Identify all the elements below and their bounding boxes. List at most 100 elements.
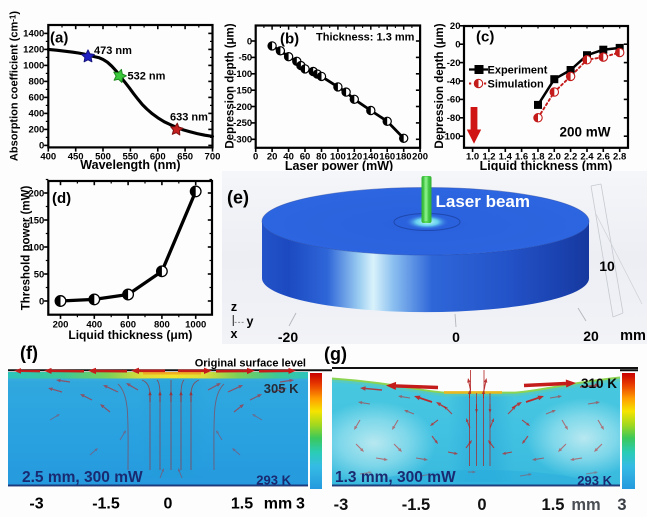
svg-text:-60: -60 <box>447 95 461 106</box>
svg-text:x: x <box>231 327 238 341</box>
svg-text:3: 3 <box>296 496 305 513</box>
svg-text:100: 100 <box>330 152 346 163</box>
svg-text:1400: 1400 <box>23 29 44 40</box>
svg-text:0: 0 <box>477 496 486 514</box>
svg-text:50: 50 <box>34 269 45 280</box>
svg-text:700: 700 <box>205 152 221 163</box>
svg-text:1.6: 1.6 <box>515 152 528 163</box>
svg-text:200: 200 <box>53 320 69 331</box>
svg-text:-1.5: -1.5 <box>402 496 430 514</box>
svg-text:20: 20 <box>267 152 278 163</box>
svg-text:y: y <box>247 315 254 329</box>
svg-text:Depression depth (μm): Depression depth (μm) <box>434 23 446 148</box>
svg-text:293 K: 293 K <box>577 473 612 488</box>
svg-text:-40: -40 <box>447 76 461 87</box>
svg-text:20: 20 <box>450 21 461 32</box>
svg-text:2.0: 2.0 <box>548 152 561 163</box>
svg-text:0: 0 <box>164 496 173 513</box>
svg-text:120: 120 <box>346 152 362 163</box>
svg-text:1.3 mm, 300 mW: 1.3 mm, 300 mW <box>335 469 456 486</box>
svg-text:0: 0 <box>452 329 460 345</box>
svg-text:633 nm: 633 nm <box>170 112 208 124</box>
svg-text:2.5 mm, 300 mW: 2.5 mm, 300 mW <box>22 469 143 486</box>
svg-text:Threshold power (mW): Threshold power (mW) <box>21 186 33 311</box>
svg-text:(b): (b) <box>280 31 299 48</box>
svg-text:1.5: 1.5 <box>231 496 253 513</box>
svg-text:Simulation: Simulation <box>488 79 545 91</box>
svg-text:0: 0 <box>39 141 44 152</box>
svg-text:400: 400 <box>28 109 44 120</box>
svg-text:0: 0 <box>253 152 258 163</box>
svg-text:100: 100 <box>28 242 44 253</box>
svg-text:3: 3 <box>617 496 626 514</box>
svg-text:200: 200 <box>28 125 44 136</box>
svg-text:305 K: 305 K <box>264 381 299 396</box>
svg-text:mm: mm <box>571 496 600 514</box>
svg-text:-50: -50 <box>238 53 252 64</box>
svg-text:(f): (f) <box>20 343 38 363</box>
svg-text:0: 0 <box>455 40 460 51</box>
svg-text:650: 650 <box>177 152 193 163</box>
svg-text:80: 80 <box>316 152 327 163</box>
svg-text:1000: 1000 <box>23 61 44 72</box>
svg-text:mm: mm <box>264 496 292 513</box>
svg-text:600: 600 <box>28 93 44 104</box>
svg-text:20: 20 <box>583 328 599 344</box>
svg-text:1.4: 1.4 <box>499 152 513 163</box>
svg-text:0: 0 <box>39 296 44 307</box>
svg-text:310 K: 310 K <box>581 376 617 391</box>
svg-text:1000: 1000 <box>185 320 206 331</box>
svg-text:40: 40 <box>283 152 294 163</box>
svg-text:-3: -3 <box>334 496 349 514</box>
svg-text:Laser beam: Laser beam <box>436 192 531 211</box>
svg-text:140: 140 <box>363 152 379 163</box>
svg-text:1.8: 1.8 <box>531 152 544 163</box>
svg-text:532 nm: 532 nm <box>128 70 166 82</box>
svg-text:Depression depth (μm): Depression depth (μm) <box>225 23 237 148</box>
svg-text:-20: -20 <box>447 58 461 69</box>
svg-text:-300: -300 <box>233 135 252 146</box>
svg-text:180: 180 <box>396 152 412 163</box>
svg-text:1.2: 1.2 <box>482 152 495 163</box>
svg-text:150: 150 <box>28 215 44 226</box>
svg-text:Original surface level: Original surface level <box>195 358 306 370</box>
svg-text:600: 600 <box>150 152 166 163</box>
svg-text:200: 200 <box>28 188 44 199</box>
svg-text:z: z <box>231 300 237 314</box>
svg-text:(a): (a) <box>50 30 68 47</box>
svg-text:2.8: 2.8 <box>613 152 626 163</box>
svg-text:200 mW: 200 mW <box>559 125 610 140</box>
svg-text:600: 600 <box>120 320 136 331</box>
svg-text:Liquid thickness (mm): Liquid thickness (mm) <box>480 159 613 173</box>
svg-text:Thickness: 1.3 mm: Thickness: 1.3 mm <box>316 32 415 44</box>
svg-text:800: 800 <box>154 320 170 331</box>
svg-text:Experiment: Experiment <box>488 65 548 77</box>
svg-text:0: 0 <box>247 36 252 47</box>
svg-text:400: 400 <box>86 320 102 331</box>
svg-text:(e): (e) <box>227 188 249 208</box>
svg-text:60: 60 <box>300 152 311 163</box>
svg-text:-1.5: -1.5 <box>92 496 120 513</box>
svg-text:-20: -20 <box>278 329 298 345</box>
svg-text:(d): (d) <box>52 190 71 207</box>
svg-text:Absorption coefficient (cm-1): Absorption coefficient (cm-1) <box>8 11 20 161</box>
svg-text:2.2: 2.2 <box>564 152 577 163</box>
svg-text:293 K: 293 K <box>256 472 291 487</box>
svg-text:-200: -200 <box>233 102 252 113</box>
svg-text:(g): (g) <box>324 344 347 364</box>
svg-text:400: 400 <box>40 152 56 163</box>
svg-text:1.0: 1.0 <box>466 152 479 163</box>
svg-text:200: 200 <box>412 152 428 163</box>
svg-text:-3: -3 <box>29 496 43 513</box>
svg-text:-80: -80 <box>447 113 461 124</box>
svg-text:-100: -100 <box>441 132 460 143</box>
svg-text:-100: -100 <box>233 69 252 80</box>
svg-text:-250: -250 <box>233 118 252 129</box>
svg-text:450: 450 <box>68 152 84 163</box>
svg-text:-150: -150 <box>233 85 252 96</box>
svg-text:Laser power (mW): Laser power (mW) <box>285 159 393 173</box>
svg-text:800: 800 <box>28 77 44 88</box>
svg-text:2.6: 2.6 <box>597 152 610 163</box>
svg-text:(c): (c) <box>476 29 494 46</box>
svg-text:500: 500 <box>95 152 111 163</box>
